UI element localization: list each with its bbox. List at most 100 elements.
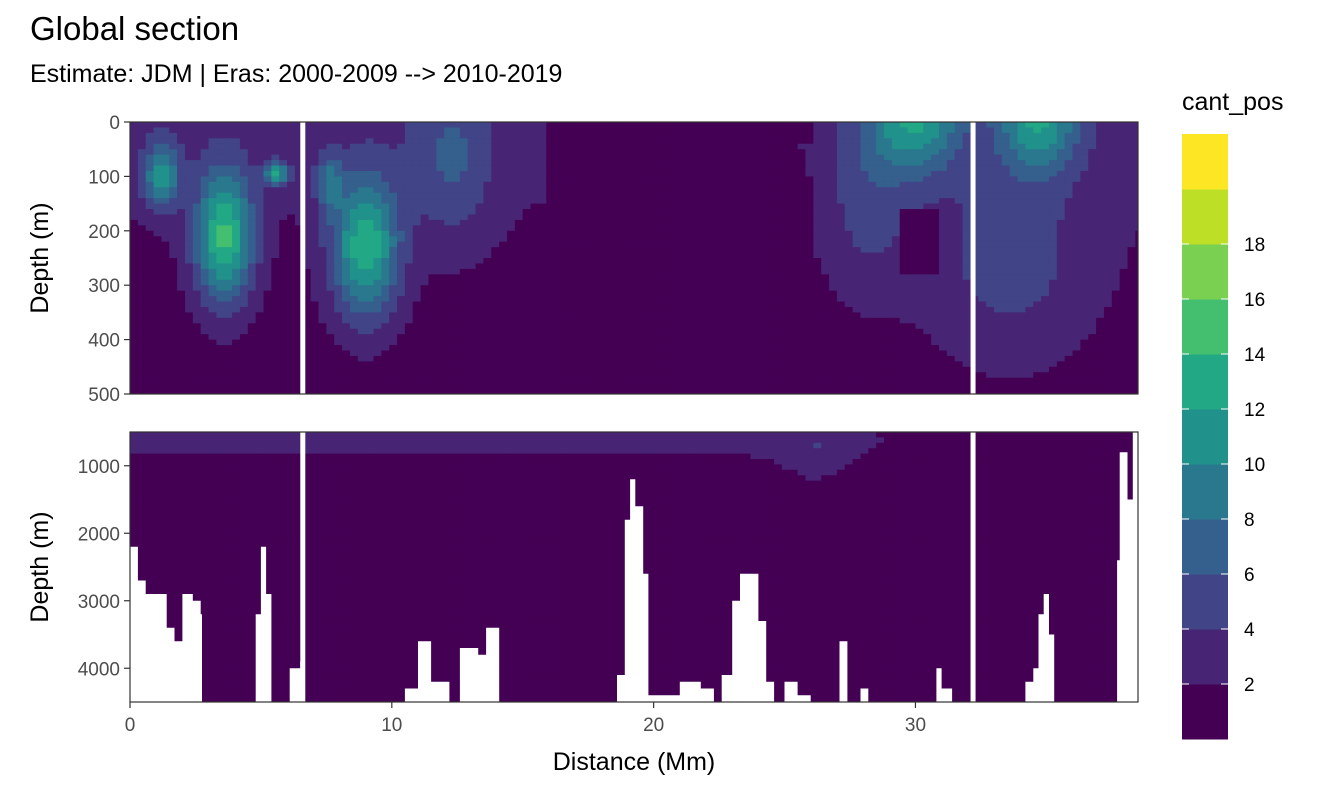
- field-cell: [373, 388, 382, 394]
- field-cell: [310, 252, 320, 259]
- field-cell: [279, 388, 288, 394]
- field-cell: [868, 361, 877, 368]
- field-cell: [829, 181, 838, 188]
- field-cell: [357, 181, 367, 188]
- field-cell: [216, 132, 225, 139]
- field-cell: [192, 143, 202, 150]
- field-cell: [342, 160, 351, 167]
- field-cell: [208, 225, 217, 232]
- field-cell: [632, 296, 642, 303]
- field-cell: [310, 122, 320, 129]
- field-cell: [632, 355, 642, 362]
- field-cell: [287, 165, 296, 172]
- field-cell: [200, 345, 210, 352]
- field-cell: [813, 252, 822, 259]
- field-cell: [137, 187, 147, 194]
- field-cell: [420, 274, 430, 281]
- field-cell: [829, 236, 838, 243]
- field-cell: [216, 214, 225, 221]
- field-cell: [412, 361, 422, 368]
- field-cell: [200, 317, 210, 324]
- field-cell: [499, 230, 508, 237]
- field-cell: [318, 181, 327, 188]
- field-cell: [255, 247, 265, 254]
- field-cell: [593, 317, 602, 324]
- field-cell: [774, 328, 783, 335]
- field-cell: [184, 198, 194, 205]
- field-cell: [436, 149, 445, 156]
- field-cell: [310, 198, 320, 205]
- field-cell: [734, 345, 744, 352]
- field-cell: [232, 274, 241, 281]
- field-cell: [640, 203, 649, 210]
- field-cell: [884, 279, 893, 286]
- field-cell: [349, 355, 359, 362]
- field-cell: [844, 366, 854, 373]
- field-cell: [719, 296, 728, 303]
- field-cell: [601, 122, 610, 129]
- field-cell: [569, 372, 579, 379]
- field-cell: [200, 192, 210, 199]
- field-cell: [334, 355, 343, 362]
- field-cell: [263, 366, 272, 373]
- field-cell: [342, 154, 351, 161]
- field-cell: [318, 350, 327, 357]
- field-cell: [161, 334, 170, 341]
- field-cell: [554, 203, 563, 210]
- field-cell: [538, 138, 547, 145]
- field-cell: [192, 355, 202, 362]
- field-cell: [616, 160, 626, 167]
- field-cell: [554, 165, 563, 172]
- field-cell: [436, 160, 445, 167]
- field-cell: [389, 138, 398, 145]
- field-cell: [907, 290, 917, 297]
- field-cell: [601, 236, 610, 243]
- field-cell: [656, 328, 665, 335]
- field-cell: [884, 290, 893, 297]
- field-cell: [169, 236, 178, 243]
- field-cell: [153, 372, 163, 379]
- field-cell: [687, 143, 697, 150]
- field-cell: [907, 279, 917, 286]
- field-cell: [648, 127, 657, 134]
- field-cell: [239, 214, 249, 221]
- field-cell: [318, 274, 327, 281]
- field-cell: [357, 334, 367, 341]
- field-cell: [593, 176, 602, 183]
- field-cell: [491, 328, 500, 335]
- field-cell: [891, 355, 901, 362]
- field-cell: [860, 345, 869, 352]
- field-cell: [475, 247, 485, 254]
- field-cell: [766, 192, 775, 199]
- field-cell: [216, 355, 225, 362]
- field-cell: [342, 377, 351, 384]
- field-cell: [632, 247, 642, 254]
- field-cell: [884, 203, 893, 210]
- field-cell: [609, 290, 618, 297]
- field-cell: [609, 252, 618, 259]
- field-cell: [687, 355, 697, 362]
- field-cell: [452, 290, 461, 297]
- field-cell: [365, 372, 375, 379]
- field-cell: [239, 285, 249, 292]
- field-cell: [624, 230, 634, 237]
- field-cell: [224, 263, 233, 270]
- field-cell: [758, 285, 767, 292]
- field-cell: [491, 181, 500, 188]
- field-cell: [789, 154, 799, 161]
- field-cell: [687, 290, 697, 297]
- field-cell: [373, 198, 382, 205]
- field-cell: [640, 165, 649, 172]
- field-cell: [577, 122, 587, 129]
- field-cell: [169, 372, 178, 379]
- field-cell: [310, 317, 320, 324]
- field-cell: [302, 290, 312, 297]
- field-cell: [420, 285, 430, 292]
- field-cell: [664, 317, 673, 324]
- field-cell: [357, 209, 367, 216]
- field-cell: [263, 274, 272, 281]
- field-cell: [420, 165, 430, 172]
- field-cell: [224, 328, 233, 335]
- field-cell: [671, 160, 681, 167]
- field-cell: [412, 258, 422, 265]
